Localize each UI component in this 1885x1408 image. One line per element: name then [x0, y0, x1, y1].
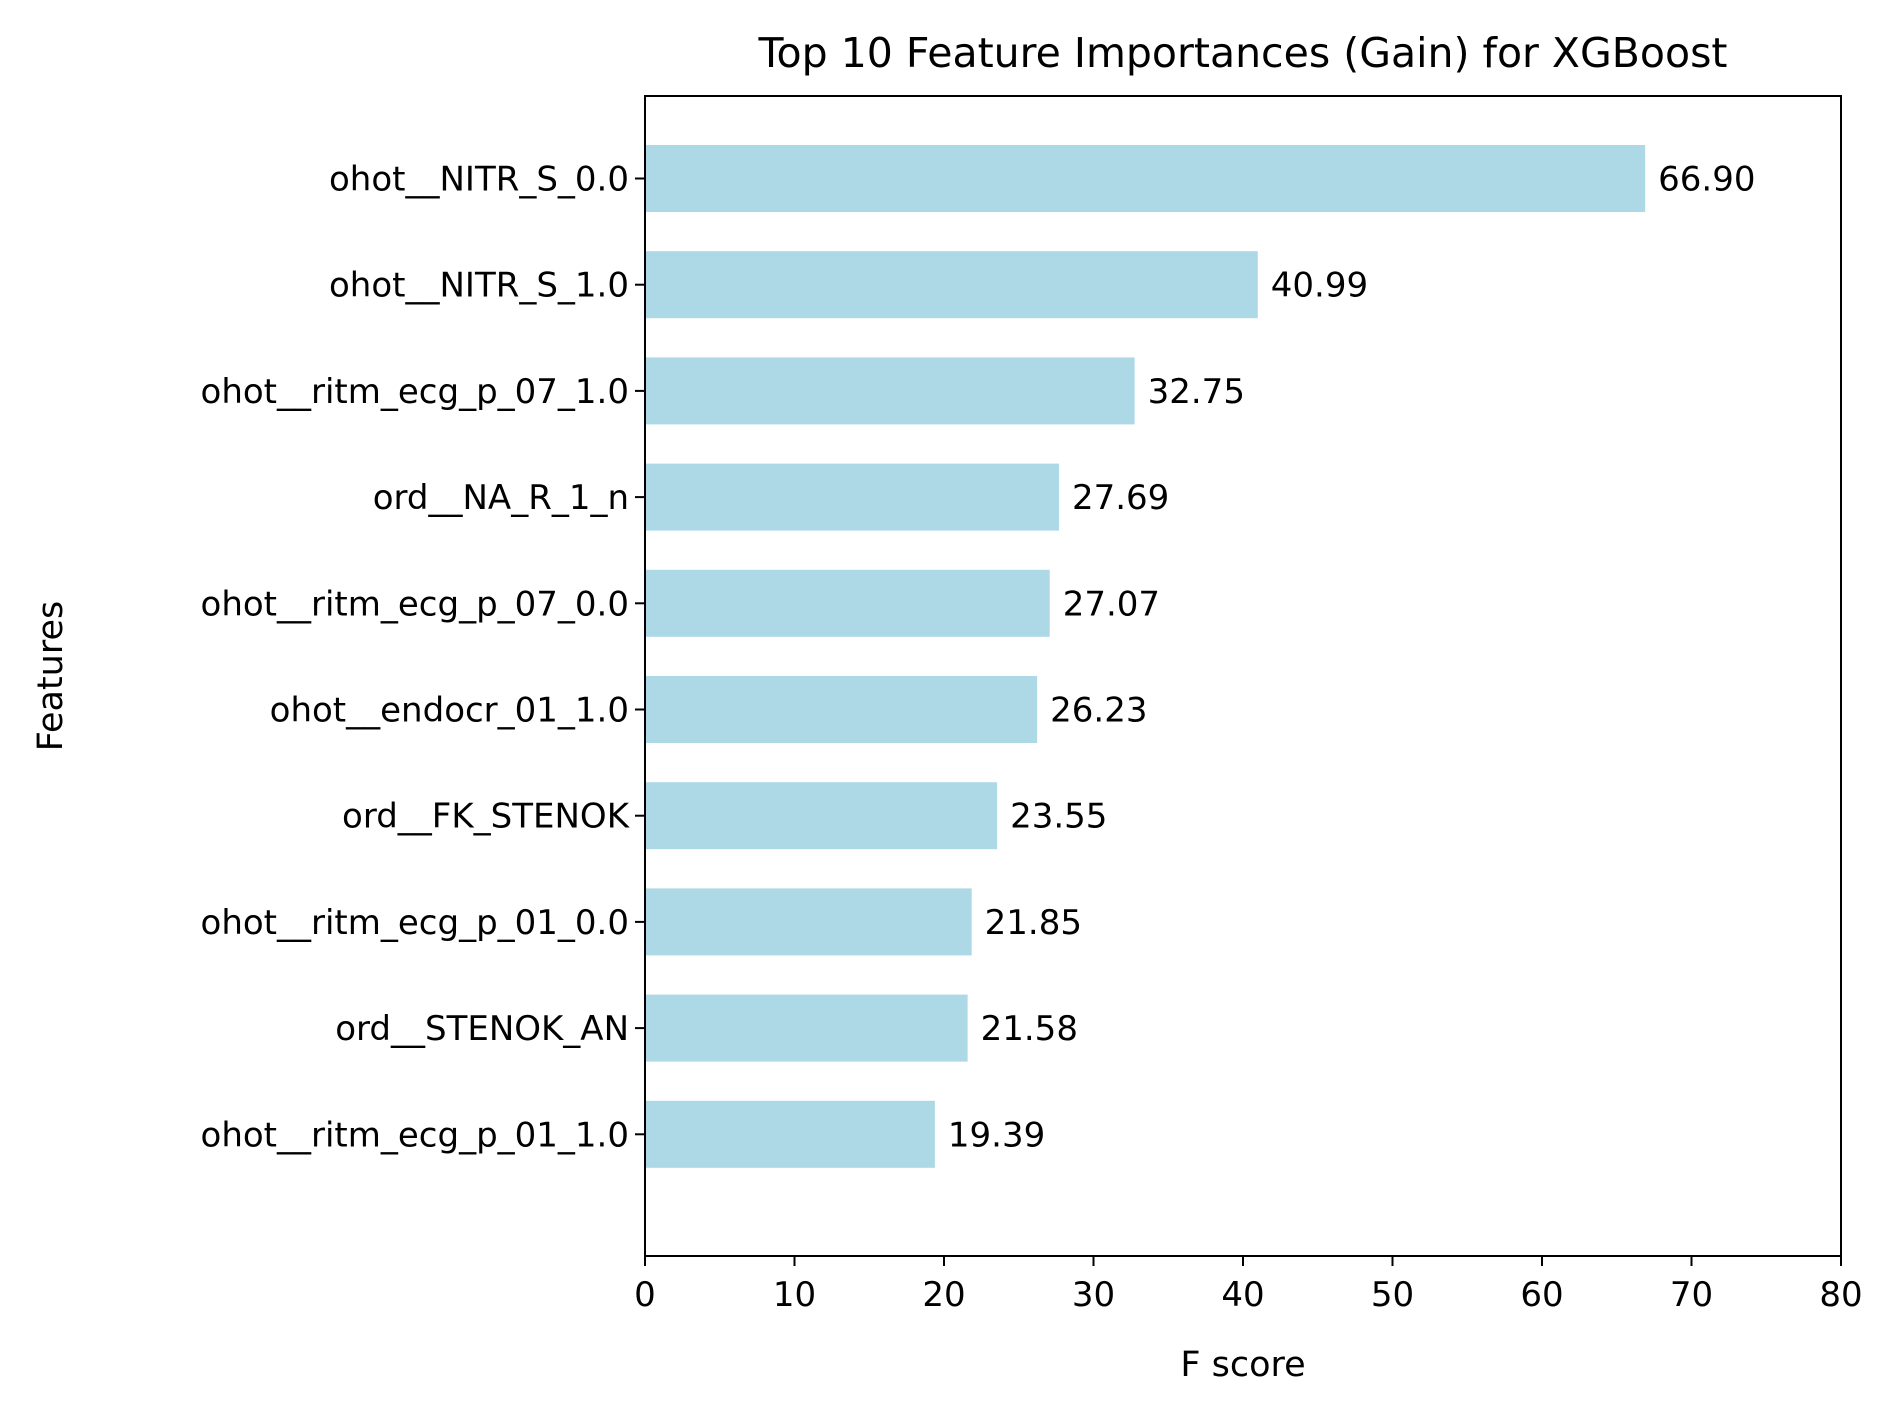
bar-value-label: 23.55 — [1010, 797, 1107, 837]
y-tick-label: ohot__ritm_ecg_p_07_0.0 — [201, 584, 629, 624]
bar — [645, 994, 968, 1062]
bars-group — [645, 145, 1646, 1168]
x-tick-label: 70 — [1670, 1275, 1713, 1315]
x-tick-label: 10 — [773, 1275, 816, 1315]
bar — [645, 888, 972, 956]
value-labels-group: 66.90 40.99 32.75 27.69 27.07 26.23 23.55 21.85… — [948, 160, 1756, 1156]
bar-value-label: 32.75 — [1148, 372, 1245, 412]
bar-value-label: 66.90 — [1658, 160, 1755, 200]
x-tick-label: 60 — [1520, 1275, 1563, 1315]
bar — [645, 357, 1135, 425]
y-tick-label: ohot__NITR_S_0.0 — [329, 160, 629, 200]
y-axis-label: Features — [31, 601, 71, 752]
bar-value-label: 21.85 — [985, 903, 1082, 943]
x-tick-label: 20 — [922, 1275, 965, 1315]
x-tick-label: 40 — [1221, 1275, 1264, 1315]
x-axis-ticks: 0 10 20 30 40 50 60 70 80 — [634, 1256, 1863, 1315]
y-tick-label: ohot__ritm_ecg_p_01_1.0 — [201, 1115, 629, 1155]
y-tick-label: ohot__ritm_ecg_p_01_0.0 — [201, 903, 629, 943]
bar-value-label: 26.23 — [1050, 691, 1147, 731]
x-tick-label: 50 — [1371, 1275, 1414, 1315]
bar — [645, 463, 1059, 531]
bar-value-label: 19.39 — [948, 1115, 1045, 1155]
y-axis-ticks: ohot__NITR_S_0.0 ohot__NITR_S_1.0 ohot__ri… — [201, 160, 645, 1155]
x-tick-label: 0 — [634, 1275, 656, 1315]
bar — [645, 145, 1646, 212]
y-tick-label: ohot__endocr_01_1.0 — [270, 691, 629, 731]
x-tick-label: 30 — [1072, 1275, 1115, 1315]
y-tick-label: ord__STENOK_AN — [335, 1009, 629, 1049]
bar — [645, 1100, 935, 1168]
bar — [645, 251, 1258, 319]
x-axis-label: F score — [1180, 1345, 1305, 1385]
bar-value-label: 21.58 — [981, 1009, 1078, 1049]
y-tick-label: ord__NA_R_1_n — [373, 478, 629, 518]
y-tick-label: ohot__NITR_S_1.0 — [329, 266, 629, 306]
bar-value-label: 27.69 — [1072, 478, 1169, 518]
chart-title: Top 10 Feature Importances (Gain) for XG… — [757, 29, 1727, 77]
bar — [645, 569, 1050, 637]
x-tick-label: 80 — [1819, 1275, 1862, 1315]
y-tick-label: ord__FK_STENOK — [342, 797, 631, 837]
y-tick-label: ohot__ritm_ecg_p_07_1.0 — [201, 372, 629, 412]
bar-value-label: 27.07 — [1063, 584, 1160, 624]
bar — [645, 676, 1038, 743]
bar-value-label: 40.99 — [1271, 266, 1368, 306]
plot-frame — [644, 95, 1842, 1257]
bar — [645, 782, 998, 850]
